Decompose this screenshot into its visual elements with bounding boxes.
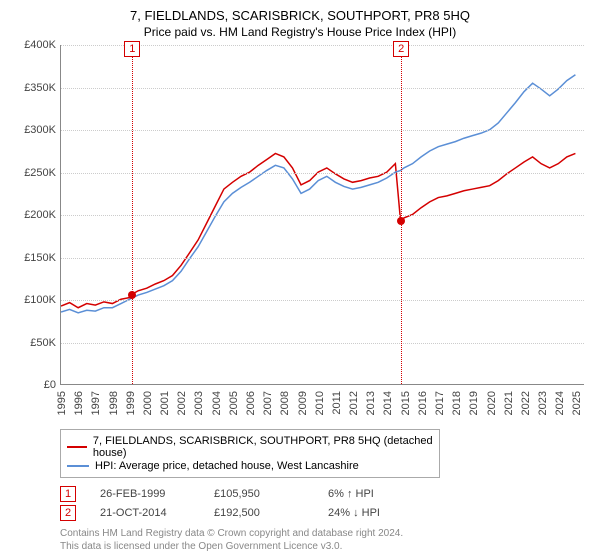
event-price: £105,950 — [214, 488, 304, 500]
x-tick-label: 2014 — [382, 391, 394, 415]
x-tick-label: 2009 — [297, 391, 309, 415]
event-badge: 1 — [124, 41, 140, 57]
event-delta: 6% ↑ HPI — [328, 488, 418, 500]
y-tick-label: £100K — [24, 294, 56, 306]
event-date: 26-FEB-1999 — [100, 488, 190, 500]
legend-label: HPI: Average price, detached house, West… — [95, 460, 359, 472]
x-tick-label: 2016 — [417, 391, 429, 415]
gridline — [61, 258, 584, 259]
x-tick-label: 2017 — [434, 391, 446, 415]
event-row: 2 21-OCT-2014 £192,500 24% ↓ HPI — [60, 505, 588, 521]
y-tick-label: £350K — [24, 82, 56, 94]
event-marker — [128, 291, 136, 299]
event-line — [132, 45, 133, 384]
chart-subtitle: Price paid vs. HM Land Registry's House … — [12, 25, 588, 39]
legend-box: 7, FIELDLANDS, SCARISBRICK, SOUTHPORT, P… — [60, 429, 440, 478]
chart-area: £0£50K£100K£150K£200K£250K£300K£350K£400… — [12, 45, 588, 425]
x-tick-label: 2015 — [400, 391, 412, 415]
x-tick-label: 2006 — [245, 391, 257, 415]
gridline — [61, 215, 584, 216]
event-key: 2 — [60, 505, 76, 521]
plot-area: 12 — [60, 45, 584, 385]
event-badge: 2 — [393, 41, 409, 57]
legend-item: HPI: Average price, detached house, West… — [67, 460, 433, 472]
x-tick-label: 1996 — [73, 391, 85, 415]
x-tick-label: 1997 — [90, 391, 102, 415]
gridline — [61, 343, 584, 344]
legend-swatch — [67, 446, 87, 448]
gridline — [61, 88, 584, 89]
x-tick-label: 2011 — [331, 391, 343, 415]
event-line — [401, 45, 402, 384]
footnote-line: This data is licensed under the Open Gov… — [60, 540, 588, 553]
event-delta: 24% ↓ HPI — [328, 507, 418, 519]
event-key: 1 — [60, 486, 76, 502]
x-tick-label: 2001 — [159, 391, 171, 415]
x-tick-label: 1998 — [108, 391, 120, 415]
x-tick-label: 2018 — [451, 391, 463, 415]
arrow-up-icon: ↑ — [347, 488, 353, 500]
event-row: 1 26-FEB-1999 £105,950 6% ↑ HPI — [60, 486, 588, 502]
series-line — [61, 153, 575, 307]
x-tick-label: 2005 — [228, 391, 240, 415]
x-axis: 1995199619971998199920002001200220032004… — [60, 385, 584, 425]
y-tick-label: £250K — [24, 167, 56, 179]
y-tick-label: £300K — [24, 124, 56, 136]
series-line — [61, 75, 575, 313]
y-tick-label: £200K — [24, 209, 56, 221]
x-tick-label: 2007 — [262, 391, 274, 415]
x-tick-label: 2024 — [554, 391, 566, 415]
x-tick-label: 1995 — [56, 391, 68, 415]
y-tick-label: £50K — [30, 337, 56, 349]
legend-swatch — [67, 465, 89, 467]
legend-item: 7, FIELDLANDS, SCARISBRICK, SOUTHPORT, P… — [67, 435, 433, 459]
x-tick-label: 2019 — [468, 391, 480, 415]
chart-title: 7, FIELDLANDS, SCARISBRICK, SOUTHPORT, P… — [12, 8, 588, 23]
x-tick-label: 2013 — [365, 391, 377, 415]
event-price: £192,500 — [214, 507, 304, 519]
x-tick-label: 2004 — [211, 391, 223, 415]
event-date: 21-OCT-2014 — [100, 507, 190, 519]
y-tick-label: £400K — [24, 39, 56, 51]
x-tick-label: 2012 — [348, 391, 360, 415]
x-tick-label: 2008 — [279, 391, 291, 415]
gridline — [61, 300, 584, 301]
x-tick-label: 2021 — [503, 391, 515, 415]
chart-container: 7, FIELDLANDS, SCARISBRICK, SOUTHPORT, P… — [0, 0, 600, 560]
y-tick-label: £150K — [24, 252, 56, 264]
gridline — [61, 130, 584, 131]
footnote-line: Contains HM Land Registry data © Crown c… — [60, 527, 588, 540]
x-tick-label: 2003 — [193, 391, 205, 415]
x-tick-label: 2010 — [314, 391, 326, 415]
gridline — [61, 173, 584, 174]
footnote: Contains HM Land Registry data © Crown c… — [60, 527, 588, 553]
x-tick-label: 1999 — [125, 391, 137, 415]
x-tick-label: 2022 — [520, 391, 532, 415]
y-axis: £0£50K£100K£150K£200K£250K£300K£350K£400… — [12, 45, 60, 385]
x-tick-label: 2002 — [176, 391, 188, 415]
legend-label: 7, FIELDLANDS, SCARISBRICK, SOUTHPORT, P… — [93, 435, 433, 459]
x-tick-label: 2020 — [486, 391, 498, 415]
arrow-down-icon: ↓ — [353, 507, 359, 519]
x-tick-label: 2023 — [537, 391, 549, 415]
x-tick-label: 2025 — [571, 391, 583, 415]
x-tick-label: 2000 — [142, 391, 154, 415]
event-marker — [397, 217, 405, 225]
y-tick-label: £0 — [44, 379, 56, 391]
events-table: 1 26-FEB-1999 £105,950 6% ↑ HPI 2 21-OCT-2014… — [60, 486, 588, 521]
